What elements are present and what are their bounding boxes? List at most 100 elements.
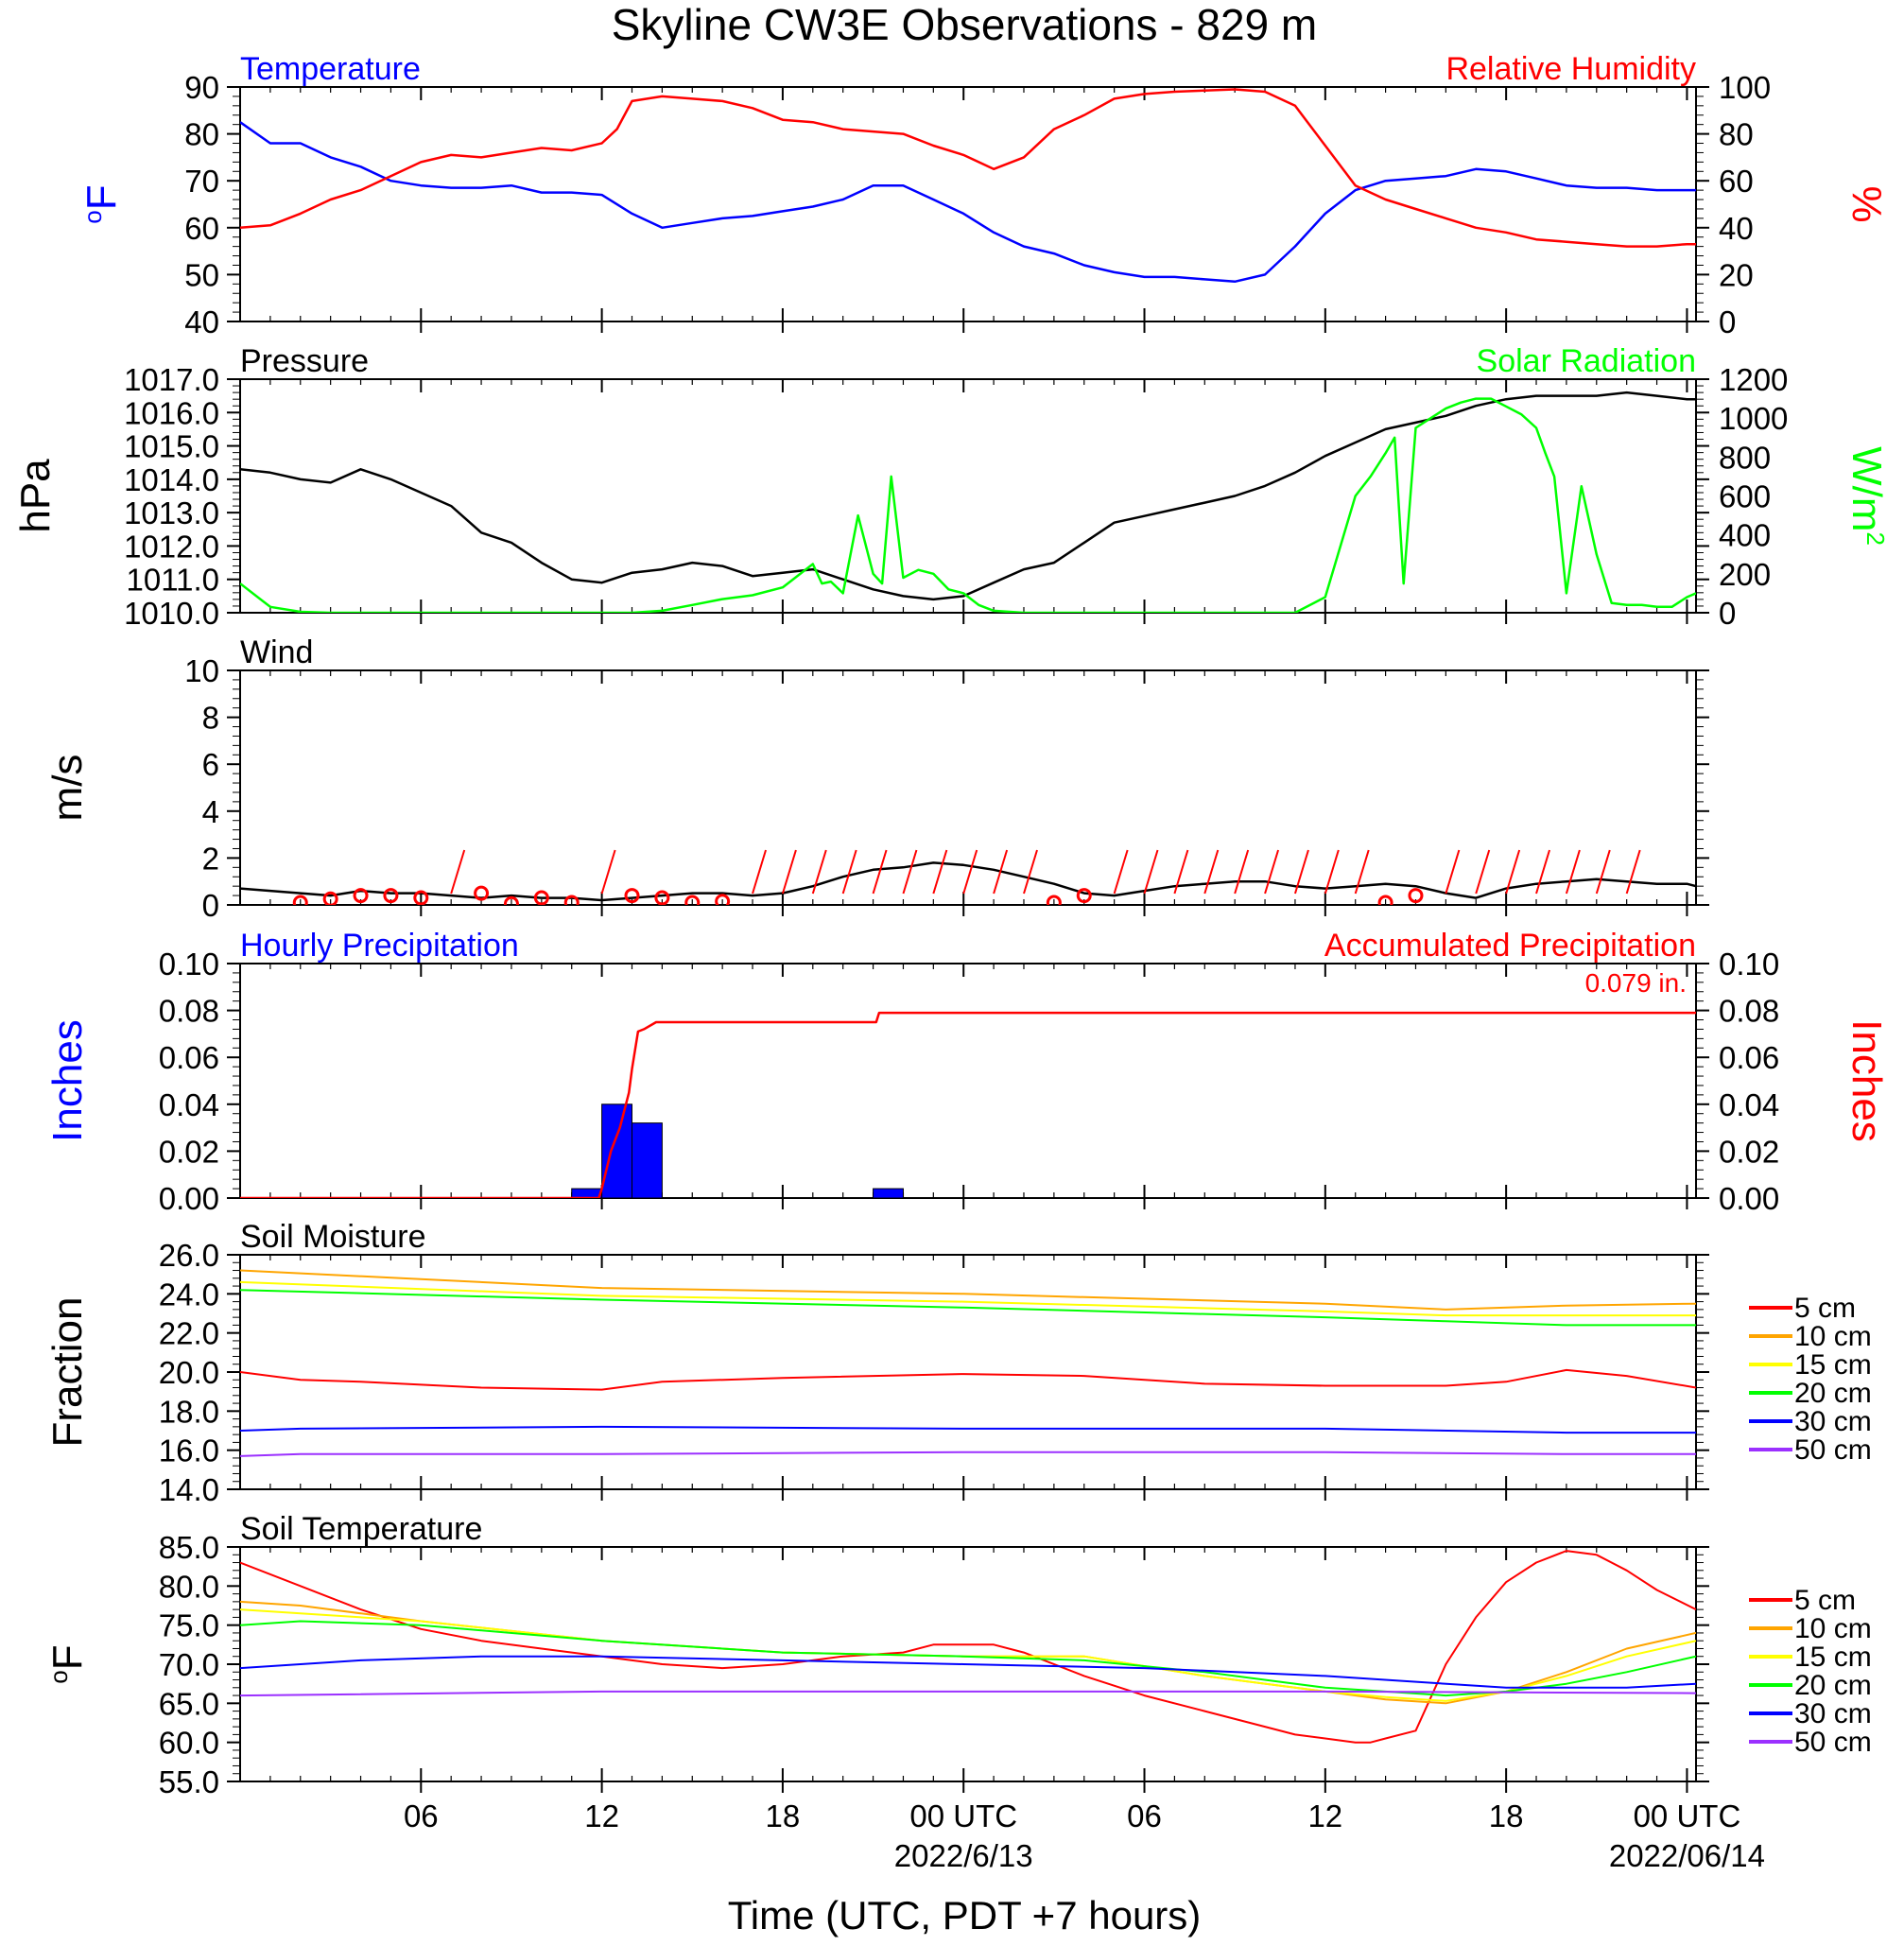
right-y-axis-label: % [1843,185,1890,222]
panel-4: 26.0 24.0 22.0 20.0 18.0 16.0 14.0 Soil Moistur… [44,1219,1872,1507]
calm-wind-marker [353,888,369,904]
wind-barb [450,849,466,895]
wind-barb [1445,849,1461,895]
left-y-tick-label: 1013.0 [124,495,219,530]
right-y-tick-label: 600 [1719,479,1771,514]
series-line-1 [240,397,1696,613]
chart-title: Skyline CW3E Observations - 829 m [612,0,1318,49]
wind-barb [1595,849,1611,895]
left-y-tick-label: 0 [202,888,219,923]
wind-barb [932,849,948,895]
left-y-axis-label: Fraction [44,1297,91,1448]
panel-left-title: Pressure [240,343,369,379]
left-y-tick-label: 0.00 [159,1181,219,1216]
calm-wind-marker [474,885,490,901]
wind-barb [1234,849,1250,895]
left-y-tick-label: 1010.0 [124,596,219,631]
right-y-tick-label: 0.06 [1719,1040,1779,1075]
wind-barb [811,849,827,895]
right-y-tick-label: 40 [1719,211,1754,246]
right-y-tick-label: 0.08 [1719,994,1779,1029]
legend-label: 30 cm [1794,1698,1872,1729]
x-tick-label: 18 [766,1798,801,1833]
wind-barb [1023,849,1038,895]
wind-barb [872,849,888,895]
left-y-axis-label: oF [78,184,125,223]
series-line-3 [240,1620,1696,1697]
left-y-tick-label: 1017.0 [124,362,219,397]
panel-left-title: Temperature [240,51,421,87]
wind-barb [1625,849,1641,895]
legend-label: 10 cm [1794,1613,1872,1644]
left-y-tick-label: 80 [184,117,219,152]
panel-left-title: Hourly Precipitation [240,928,519,964]
left-y-tick-label: 0.04 [159,1087,219,1122]
calm-wind-marker [1377,895,1393,905]
date-label: 2022/06/14 [1609,1838,1765,1873]
plot-body [240,1550,1696,1744]
plot-body [240,88,1696,284]
wind-barb [600,849,616,895]
left-y-tick-label: 0.06 [159,1040,219,1075]
left-y-tick-label: 70.0 [159,1647,219,1682]
calm-wind-marker [1046,895,1062,905]
left-y-tick-label: 10 [184,653,219,688]
legend-label: 20 cm [1794,1670,1872,1701]
right-y-tick-label: 400 [1719,518,1771,553]
calm-wind-marker [715,894,731,905]
right-y-tick-label: 0.02 [1719,1134,1779,1169]
series-line-0 [240,121,1696,284]
left-y-tick-label: 1016.0 [124,395,219,430]
left-y-tick-label: 50 [184,257,219,292]
series-line-5 [240,1690,1696,1697]
right-y-axis-label: W/m2 [1843,446,1890,546]
legend-label: 20 cm [1794,1378,1872,1409]
calm-wind-marker [503,895,519,905]
series-line-0 [240,391,1696,601]
left-y-tick-label: 70 [184,164,219,199]
right-y-tick-label: 0 [1719,304,1736,339]
left-y-axis-label: hPa [12,459,59,533]
left-y-tick-label: 85.0 [159,1530,219,1565]
calm-wind-marker [383,888,399,904]
right-y-axis-label: Inches [1843,1019,1890,1142]
right-y-tick-label: 20 [1719,257,1754,292]
plot-body [240,391,1696,613]
right-y-tick-label: 800 [1719,440,1771,475]
wind-barb [752,849,767,895]
right-y-tick-label: 1200 [1719,362,1788,397]
panel-right-title: Solar Radiation [1477,343,1696,379]
series-line-1 [240,1600,1696,1705]
series-line-2 [240,1608,1696,1702]
panel-left-title: Wind [240,634,313,670]
calm-wind-marker [292,895,308,905]
plot-frame [239,378,1697,614]
calm-wind-marker [654,890,670,905]
series-line-5 [240,1451,1696,1457]
series-line-2 [240,1280,1696,1317]
calm-wind-marker [413,890,429,905]
left-y-tick-label: 90 [184,70,219,105]
right-y-tick-label: 0 [1719,596,1736,631]
calm-wind-marker [533,890,549,905]
legend-label: 50 cm [1794,1434,1872,1466]
right-y-tick-label: 0.00 [1719,1181,1779,1216]
legend-label: 5 cm [1794,1585,1856,1616]
left-y-tick-label: 24.0 [159,1277,219,1312]
panel-1: 1017.01016.01015.01014.01013.01012.01011… [12,343,1890,631]
left-y-axis-label: oF [44,1644,91,1683]
panel-3: 0.10 0.08 0.06 0.04 0.02 0.00 0.10 0.08 0.06 0.04… [44,928,1890,1216]
left-y-tick-label: 0.10 [159,947,219,982]
wind-barb [962,849,978,895]
left-y-tick-label: 4 [202,794,219,829]
wind-barb [1354,849,1370,895]
right-y-tick-label: 1000 [1719,401,1788,436]
right-y-tick-label: 60 [1719,164,1754,199]
right-y-tick-label: 0.10 [1719,947,1779,982]
right-y-tick-label: 80 [1719,117,1754,152]
x-axis-label: Time (UTC, PDT +7 hours) [728,1893,1202,1937]
legend-label: 15 cm [1794,1349,1872,1381]
left-y-tick-label: 0.08 [159,994,219,1029]
